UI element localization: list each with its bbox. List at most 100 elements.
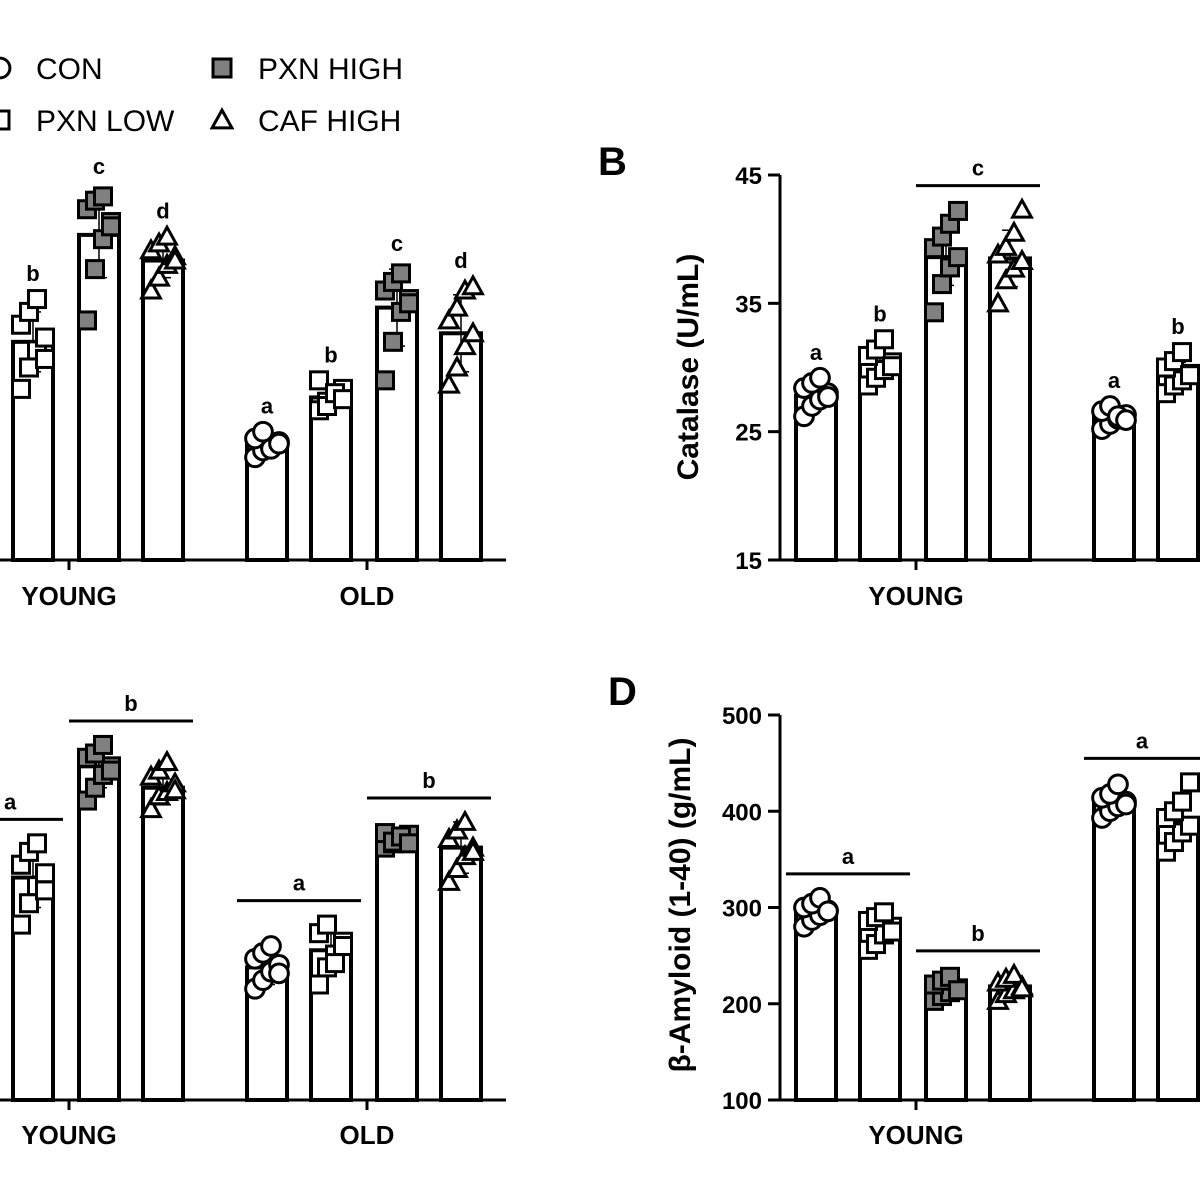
significance-letter: c bbox=[391, 231, 403, 256]
data-point bbox=[375, 370, 395, 391]
significance-letter: a bbox=[261, 394, 274, 419]
significance-bar: a bbox=[1084, 728, 1200, 760]
data-point bbox=[309, 370, 329, 391]
bar-group-pxn-low bbox=[858, 902, 902, 1102]
data-point bbox=[1010, 248, 1034, 270]
data-point bbox=[453, 333, 477, 356]
legend-marker-square-open-icon bbox=[0, 109, 11, 131]
bar-group-caf-high: d bbox=[139, 199, 187, 562]
data-point bbox=[19, 893, 39, 914]
bar-group-pxn-low bbox=[309, 914, 353, 1102]
significance-bar: b bbox=[69, 691, 193, 723]
data-point bbox=[1172, 791, 1192, 812]
y-tick-label: 25 bbox=[735, 420, 762, 447]
data-point bbox=[325, 953, 345, 974]
significance-bar: b bbox=[916, 921, 1040, 953]
data-point bbox=[383, 331, 403, 352]
legend-label: CAF HIGH bbox=[258, 105, 401, 138]
significance-letter: b bbox=[1171, 314, 1184, 339]
data-point bbox=[35, 880, 55, 901]
data-point bbox=[139, 278, 163, 300]
category-label: YOUNG bbox=[21, 581, 116, 611]
data-point bbox=[35, 863, 55, 884]
bar bbox=[375, 837, 419, 1102]
data-point bbox=[445, 295, 469, 317]
data-point bbox=[924, 302, 944, 323]
data-point bbox=[260, 935, 282, 957]
bar-group-con bbox=[1091, 773, 1137, 1102]
bar-group-con bbox=[793, 887, 839, 1102]
y-tick-label: 200 bbox=[722, 992, 762, 1019]
data-point bbox=[11, 378, 31, 399]
data-point bbox=[809, 366, 831, 389]
data-point bbox=[93, 734, 113, 755]
legend-label: PXN LOW bbox=[36, 105, 175, 138]
category-label: YOUNG bbox=[868, 581, 963, 611]
data-point bbox=[986, 290, 1010, 313]
data-point bbox=[882, 921, 902, 942]
bar-group-con: a bbox=[793, 340, 839, 562]
panel-label: B bbox=[598, 140, 627, 184]
legend-item-pxn-low: PXN LOW bbox=[0, 105, 175, 138]
data-point bbox=[882, 356, 902, 377]
y-axis-title: β-Amyloid (1-40) (g/mL) bbox=[664, 738, 697, 1073]
legend-marker-circle-icon bbox=[0, 56, 12, 80]
bar-group-caf-high bbox=[437, 809, 485, 1102]
data-point bbox=[461, 839, 485, 861]
data-point bbox=[1002, 962, 1026, 984]
bar-group-caf-high bbox=[986, 197, 1034, 562]
data-point bbox=[1180, 772, 1200, 793]
significance-bar: a bbox=[786, 844, 910, 876]
bar-group-pxn-low bbox=[11, 833, 55, 1102]
bar bbox=[77, 764, 121, 1102]
data-point bbox=[874, 902, 894, 923]
bar-group-pxn-low: b bbox=[309, 342, 353, 563]
significance-bar: a bbox=[237, 871, 361, 903]
data-point bbox=[11, 914, 31, 935]
bar bbox=[309, 395, 353, 563]
bar bbox=[77, 232, 121, 562]
data-point bbox=[1002, 220, 1026, 242]
significance-letter: d bbox=[156, 199, 169, 224]
bar-group-pxn-high bbox=[77, 734, 121, 1102]
panel-4: YOUNG 100 200 300 400 500 Dβ-Amyloid (1-40) (g… bbox=[608, 670, 1200, 1150]
category-label: OLD bbox=[340, 1120, 395, 1150]
data-point bbox=[333, 389, 353, 410]
data-point bbox=[93, 186, 113, 207]
data-point bbox=[994, 267, 1018, 290]
y-axis-title: Catalase (U/mL) bbox=[672, 254, 705, 481]
significance-letter: b bbox=[26, 261, 39, 286]
data-point bbox=[27, 289, 47, 310]
y-tick-label: 500 bbox=[722, 703, 762, 730]
y-tick-label: 400 bbox=[722, 799, 762, 826]
significance-letter: a bbox=[293, 871, 306, 896]
data-point bbox=[1107, 773, 1129, 796]
significance-letter: a bbox=[1136, 728, 1149, 753]
data-point bbox=[932, 274, 952, 295]
data-point bbox=[1180, 365, 1200, 386]
data-point bbox=[1180, 815, 1200, 836]
data-point bbox=[155, 749, 179, 772]
bar-group-pxn-high: c bbox=[77, 154, 121, 562]
significance-letter: b bbox=[873, 301, 886, 326]
data-point bbox=[948, 200, 968, 221]
significance-letter: a bbox=[1108, 368, 1121, 393]
y-tick-label: 300 bbox=[722, 896, 762, 923]
data-point bbox=[874, 329, 894, 350]
bar bbox=[141, 785, 185, 1102]
legend-marker-square-gray-icon bbox=[211, 57, 233, 79]
data-point bbox=[35, 348, 55, 369]
bar bbox=[858, 926, 902, 1102]
data-point bbox=[155, 224, 179, 246]
data-point bbox=[77, 310, 97, 331]
significance-bar: c bbox=[916, 156, 1040, 188]
legend-marker-triangle-icon bbox=[209, 107, 235, 130]
data-point bbox=[437, 869, 461, 891]
bar-group-pxn-high bbox=[375, 823, 419, 1102]
bar bbox=[1092, 414, 1136, 562]
data-point bbox=[817, 900, 839, 923]
bar-group-con: a bbox=[244, 394, 290, 562]
data-point bbox=[85, 259, 105, 280]
data-point bbox=[445, 856, 469, 878]
